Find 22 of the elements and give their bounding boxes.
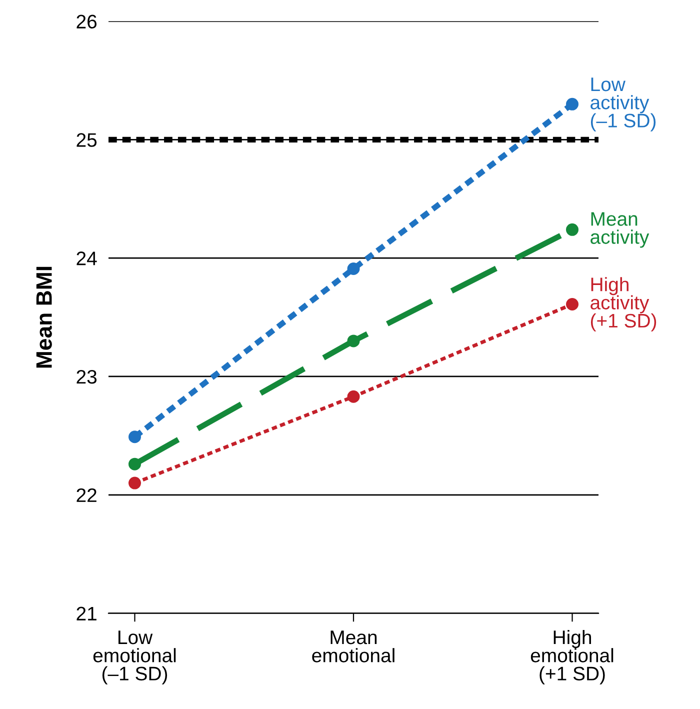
point <box>128 458 141 470</box>
y-tick-label: 25 <box>76 133 97 147</box>
series-label: Low activity (–1 SD) <box>590 78 656 132</box>
point <box>347 262 360 275</box>
point <box>347 334 360 348</box>
point <box>566 98 578 110</box>
y-tick-label: 26 <box>76 14 97 29</box>
x-tick-label: Low emotional (–1 SD) <box>93 630 176 684</box>
y-tick-label: 21 <box>76 606 96 620</box>
point <box>347 390 360 403</box>
point <box>128 430 141 444</box>
y-tick-label: 22 <box>76 488 96 502</box>
y-axis-title: Mean BMI <box>36 266 52 368</box>
x-tick-label: High emotional (+1 SD) <box>530 630 614 684</box>
point <box>128 476 141 490</box>
point <box>566 223 578 236</box>
series-label: High activity (+1 SD) <box>590 277 656 332</box>
y-tick-label: 23 <box>76 370 97 384</box>
y-tick-label: 24 <box>76 252 97 266</box>
x-tick-label: Mean emotional <box>312 630 394 662</box>
series-label: Mean activity <box>590 212 650 248</box>
point <box>566 298 578 311</box>
